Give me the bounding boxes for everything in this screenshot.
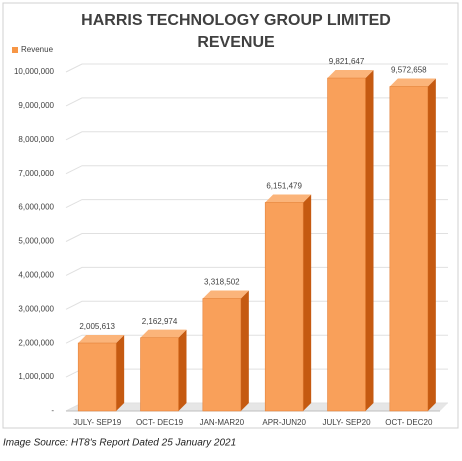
x-tick-label: JULY- SEP19 bbox=[73, 418, 122, 427]
grid-line bbox=[65, 131, 448, 141]
grid-line bbox=[65, 300, 448, 310]
grid-line bbox=[65, 334, 448, 344]
bar bbox=[327, 77, 366, 412]
bar bbox=[202, 298, 242, 412]
y-tick-label: 2,000,000 bbox=[18, 338, 54, 347]
y-tick-label: 3,000,000 bbox=[18, 304, 54, 313]
y-tick-label: - bbox=[51, 406, 54, 415]
legend-swatch bbox=[12, 47, 18, 53]
y-tick-label: 10,000,000 bbox=[14, 67, 55, 76]
value-label: 6,151,479 bbox=[266, 182, 302, 191]
bar bbox=[389, 86, 429, 412]
y-tick-label: 6,000,000 bbox=[18, 203, 54, 212]
chart-title: REVENUE bbox=[197, 34, 275, 51]
grid-line bbox=[65, 165, 448, 175]
value-label: 9,572,658 bbox=[391, 66, 427, 75]
y-tick-label: 5,000,000 bbox=[18, 237, 54, 246]
x-tick-label: JAN-MAR20 bbox=[200, 418, 245, 427]
bar-side bbox=[178, 329, 187, 411]
caption: Image Source: HT8's Report Dated 25 Janu… bbox=[3, 438, 236, 449]
x-tick-label: JULY- SEP20 bbox=[322, 418, 371, 427]
grid-line bbox=[65, 199, 448, 209]
bar-top bbox=[78, 335, 125, 344]
bar-top bbox=[265, 194, 312, 203]
value-label: 9,821,647 bbox=[329, 57, 365, 66]
bar-side bbox=[303, 194, 312, 411]
y-tick-label: 7,000,000 bbox=[18, 169, 54, 178]
legend-label: Revenue bbox=[21, 45, 54, 54]
bar-top bbox=[389, 78, 436, 87]
x-tick-label: OCT- DEC19 bbox=[136, 418, 184, 427]
bar-top bbox=[327, 70, 374, 79]
y-tick-label: 9,000,000 bbox=[18, 101, 54, 110]
bar-side bbox=[427, 78, 436, 412]
bar bbox=[140, 337, 179, 412]
y-tick-label: 4,000,000 bbox=[18, 271, 54, 280]
bar-side bbox=[365, 70, 374, 411]
grid-line bbox=[65, 97, 448, 107]
grid-line bbox=[65, 266, 448, 276]
bar-top bbox=[140, 329, 187, 338]
bar-side bbox=[116, 335, 125, 411]
y-tick-label: 8,000,000 bbox=[18, 135, 54, 144]
y-tick-label: 1,000,000 bbox=[18, 372, 54, 381]
value-label: 2,005,613 bbox=[79, 322, 115, 331]
value-label: 3,318,502 bbox=[204, 278, 240, 287]
x-tick-label: OCT- DEC20 bbox=[385, 418, 433, 427]
bar-top bbox=[202, 290, 249, 299]
grid-line bbox=[65, 63, 448, 73]
chart-title: HARRIS TECHNOLOGY GROUP LIMITED bbox=[81, 12, 391, 29]
bar bbox=[77, 342, 117, 412]
grid-line bbox=[65, 233, 448, 242]
bar-side bbox=[240, 290, 249, 411]
value-label: 2,162,974 bbox=[142, 317, 178, 326]
bar bbox=[264, 202, 304, 412]
x-tick-label: APR-JUN20 bbox=[262, 418, 306, 427]
